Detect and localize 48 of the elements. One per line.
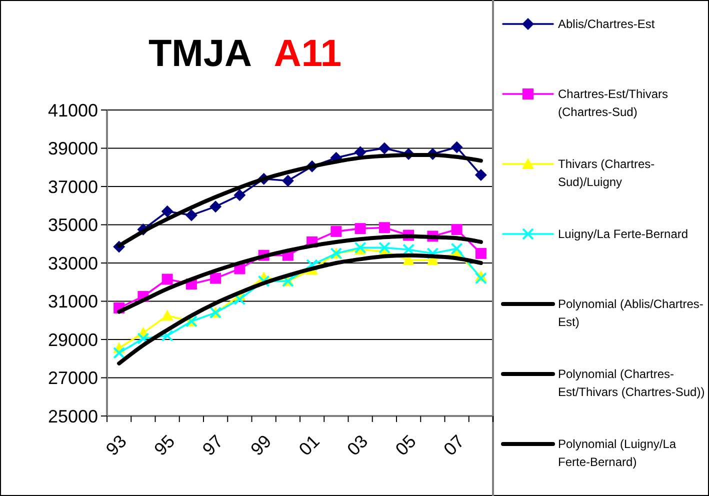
x-tick-label: 05	[392, 431, 420, 460]
point	[210, 200, 222, 213]
legend-label: Luigny/La Ferte-Bernard	[558, 227, 688, 241]
point	[450, 141, 463, 154]
point	[451, 224, 462, 236]
legend-label: Polynomial (Chartres-Est/Thivars (Chartres-Sud))	[558, 367, 705, 399]
y-tick-label: 31000	[48, 292, 98, 312]
point	[378, 242, 390, 254]
point	[185, 209, 198, 222]
point	[450, 242, 463, 255]
x-tick-label: 97	[198, 431, 227, 460]
point	[378, 142, 390, 154]
x-tick-label: 03	[343, 431, 372, 460]
point	[474, 169, 487, 182]
legend-label: Ablis/Chartres-Est	[558, 17, 656, 31]
y-tick-label: 33000	[48, 253, 98, 274]
point	[161, 310, 174, 321]
chart-title: TMJA A11	[148, 33, 342, 75]
point	[210, 272, 222, 284]
x-tick-label: 99	[246, 431, 276, 460]
point	[113, 346, 126, 359]
y-tick-label: 27000	[48, 368, 98, 388]
point	[475, 248, 486, 259]
x-tick-label: 95	[150, 431, 179, 460]
point	[378, 222, 390, 234]
legend-label: Chartres-Est/Thivars (Chartres-Sud)	[558, 87, 668, 119]
y-tick-label: 41000	[48, 100, 98, 120]
x-tick-label: 07	[440, 431, 468, 460]
point	[474, 272, 487, 284]
legend-label: Polynomial (Luigny/La Ferte-Bernard)	[558, 437, 676, 469]
legend-label: Polynomial (Ablis/Chartres-Est)	[558, 297, 704, 329]
y-tick-label: 35000	[48, 215, 98, 236]
y-tick-label: 25000	[48, 406, 98, 426]
point	[161, 205, 174, 218]
point	[234, 189, 246, 202]
point	[234, 293, 246, 306]
point	[162, 274, 173, 285]
point	[426, 247, 439, 260]
y-tick-label: 39000	[48, 138, 98, 159]
legend-label: Thivars (Chartres-Sud)/Luigny	[558, 157, 655, 189]
x-tick-label: 93	[102, 431, 130, 460]
x-tick-label: 01	[295, 431, 324, 460]
y-tick-label: 37000	[48, 176, 98, 197]
point	[282, 174, 294, 187]
point	[330, 226, 342, 237]
point	[161, 330, 174, 342]
point	[354, 223, 366, 234]
y-tick-label: 29000	[48, 330, 98, 350]
